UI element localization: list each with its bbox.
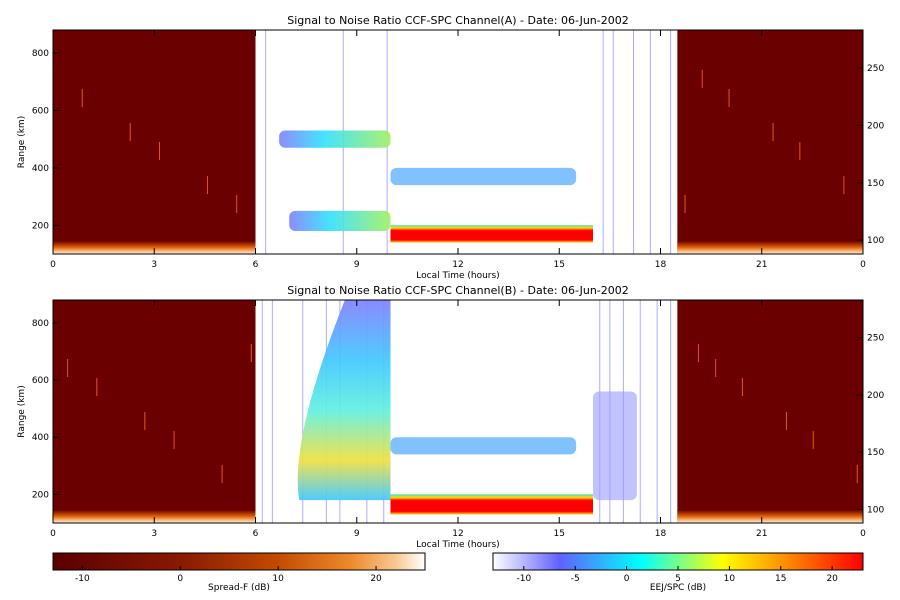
colorbar-tick-label: 0	[624, 574, 630, 584]
y-axis-label: Range (km)	[17, 385, 27, 437]
right-y-tick-label: 150	[867, 179, 884, 189]
y-axis-label: Range (km)	[17, 116, 27, 168]
colorbar-spread-f: -10 0 10 20 Spread-F (dB)	[52, 552, 426, 593]
x-tick-label: 3	[151, 529, 157, 539]
x-tick-label: 6	[253, 260, 259, 270]
x-tick-label: 0	[50, 529, 56, 539]
y-tick-label: 400	[32, 433, 49, 443]
spread-f-bottom-glow	[677, 241, 863, 254]
right-y-tick-label: 200	[867, 121, 884, 131]
x-tick-label: 18	[655, 260, 667, 270]
panel-a: Signal to Noise Ratio CCF-SPC Channel(A)…	[17, 14, 884, 281]
x-tick-label: 12	[452, 529, 463, 539]
x-axis-label: Local Time (hours)	[416, 271, 499, 281]
x-tick-label: 6	[253, 529, 259, 539]
chart-title: Signal to Noise Ratio CCF-SPC Channel(B)…	[287, 284, 629, 297]
colorbar-tick-label: 20	[826, 574, 838, 584]
night-spread-f-block	[53, 300, 256, 523]
y-tick-label: 600	[32, 376, 49, 386]
colorbar-tick-label: 15	[775, 574, 786, 584]
feature-daytime-150-km-echoes	[390, 437, 577, 455]
feature-eej-band	[390, 225, 593, 243]
spread-f-bottom-glow	[677, 510, 863, 523]
spread-f-bottom-glow	[53, 241, 256, 254]
colorbar-tick-label: -10	[516, 574, 531, 584]
right-y-tick-label: 250	[867, 64, 884, 74]
feature-eej-band	[390, 494, 593, 515]
right-y-tick-label: 200	[867, 391, 884, 401]
feature-morning-f-layer-echoes	[279, 130, 391, 148]
feature-morning-low-echoes	[289, 210, 391, 232]
y-tick-label: 400	[32, 164, 49, 174]
x-tick-label: 15	[554, 260, 565, 270]
colorbar-tick-label: 20	[370, 574, 382, 584]
panel-b: Signal to Noise Ratio CCF-SPC Channel(B)…	[17, 284, 884, 550]
x-tick-label: 12	[452, 260, 463, 270]
right-y-tick-label: 100	[867, 505, 884, 515]
x-tick-label: 15	[554, 529, 565, 539]
colorbar-tick-label: 5	[675, 574, 681, 584]
x-tick-label: 21	[756, 260, 767, 270]
colorbar-label: EEJ/SPC (dB)	[650, 583, 706, 593]
x-tick-label: 0	[50, 260, 56, 270]
x-tick-label: 18	[655, 529, 667, 539]
right-y-tick-label: 150	[867, 448, 884, 458]
night-spread-f-block	[677, 30, 863, 254]
colorbar-tick-label: 10	[724, 574, 736, 584]
chart-title: Signal to Noise Ratio CCF-SPC Channel(A)…	[287, 14, 628, 27]
x-tick-label: 0	[860, 529, 866, 539]
right-y-tick-label: 100	[867, 236, 884, 246]
right-y-tick-label: 250	[867, 334, 884, 344]
feature-evening-echoes	[593, 391, 637, 501]
x-tick-label: 9	[354, 260, 360, 270]
night-spread-f-block	[677, 300, 863, 523]
y-tick-label: 600	[32, 106, 49, 116]
y-tick-label: 200	[32, 221, 49, 231]
colorbar-eej-spc: -10 -5 0 5 10 15 20 EEJ/SPC (dB)	[492, 552, 864, 593]
y-tick-label: 800	[32, 319, 49, 329]
colorbar-gradient	[52, 552, 426, 571]
y-tick-label: 800	[32, 49, 49, 59]
night-spread-f-block	[53, 30, 256, 254]
colorbar-tick-label: -10	[75, 574, 90, 584]
feature-daytime-150-km-echoes	[390, 167, 577, 186]
feature-morning-plume	[297, 300, 391, 501]
x-axis-label: Local Time (hours)	[416, 540, 499, 550]
x-tick-label: 3	[151, 260, 157, 270]
colorbar-tick-label: 0	[177, 574, 183, 584]
colorbar-tick-label: -5	[571, 574, 580, 584]
x-tick-label: 0	[860, 260, 866, 270]
y-tick-label: 200	[32, 490, 49, 500]
colorbar-tick-label: 10	[272, 574, 284, 584]
spread-f-bottom-glow	[53, 510, 256, 523]
colorbar-label: Spread-F (dB)	[208, 583, 270, 593]
x-tick-label: 9	[354, 529, 360, 539]
x-tick-label: 21	[756, 529, 767, 539]
